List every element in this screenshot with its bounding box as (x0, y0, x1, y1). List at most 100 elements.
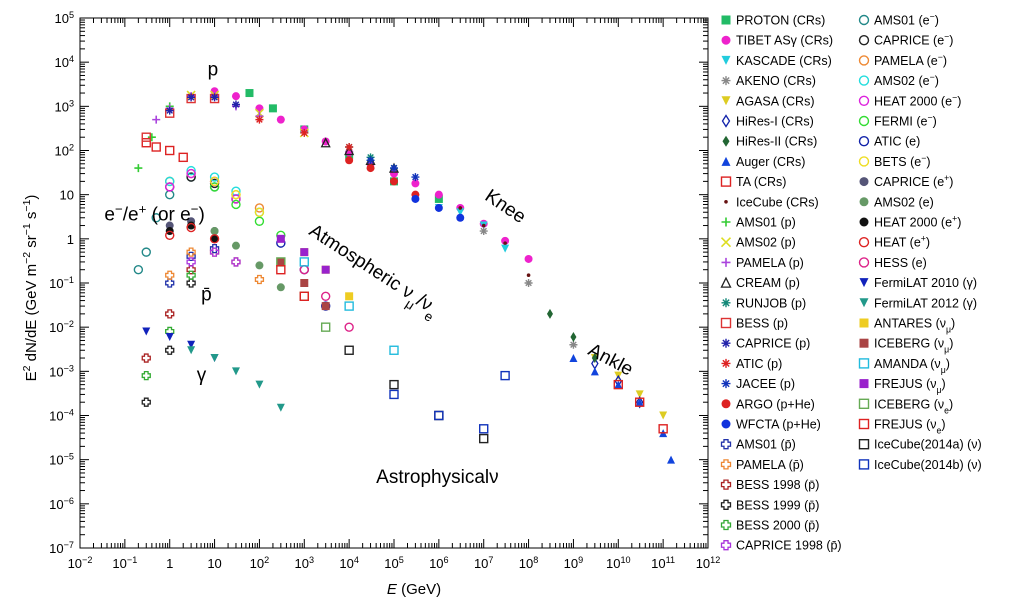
data-point (255, 261, 264, 270)
legend-entry: CAPRICE (e+) (859, 173, 953, 189)
data-point (178, 152, 188, 163)
data-point (526, 273, 531, 278)
data-point (165, 345, 175, 355)
legend-marker (859, 177, 869, 187)
y-tick-label: 104 (54, 54, 74, 70)
series-26 (186, 247, 241, 267)
data-point (501, 236, 510, 245)
series-38 (165, 222, 220, 244)
data-point (276, 257, 285, 266)
legend-entry: HiRes-II (CRs) (722, 135, 817, 149)
data-point (299, 291, 309, 301)
legend-entry: HEAT 2000 (e+) (859, 214, 961, 230)
data-point (434, 203, 443, 212)
legend-marker (859, 298, 869, 308)
data-point (434, 190, 443, 199)
data-point (141, 397, 151, 407)
legend-label: HEAT 2000 (e+) (874, 214, 961, 230)
data-point (634, 397, 645, 407)
data-point (210, 354, 219, 363)
legend-label: PAMELA (p) (736, 256, 804, 270)
legend-marker (858, 135, 870, 147)
legend-entry: PAMELA (p̄) (720, 458, 804, 472)
legend-marker (720, 317, 732, 329)
data-point (231, 194, 241, 204)
data-point (635, 398, 644, 407)
series-20 (411, 194, 465, 222)
legend-label: FermiLAT 2012 (γ) (874, 296, 977, 310)
data-point (300, 248, 309, 257)
legend-marker (720, 237, 732, 248)
axes-group: 10−2 10−1 1 10 102 103 104 105 106 107 108 109 1010 1… (49, 10, 720, 571)
legend-marker (721, 358, 731, 368)
x-tick-label: 104 (339, 555, 359, 571)
legend-marker (859, 318, 869, 328)
legend-marker (720, 519, 732, 531)
legend-marker (858, 398, 870, 409)
data-point (320, 291, 331, 301)
legend-entry: AMS02 (p) (720, 236, 796, 250)
data-point (524, 279, 533, 287)
x-tick-label: 10 (207, 556, 221, 571)
legend-label: CAPRICE 1998 (p̄) (736, 539, 842, 553)
annotation-label: e−/e+ (or e−) (104, 201, 204, 226)
legend-entry: BESS (p) (720, 317, 788, 331)
series-34 (209, 176, 265, 217)
legend-entry: AMS02 (e) (859, 195, 934, 209)
data-point (345, 292, 354, 301)
x-tick-label: 10−1 (112, 555, 137, 571)
legend-entry: KASCADE (CRs) (721, 54, 832, 68)
legend-marker (858, 115, 870, 127)
annotation-label: p̄ (201, 285, 212, 306)
data-point (479, 433, 489, 444)
legend-marker (858, 418, 870, 430)
data-point (186, 168, 196, 179)
legend-marker (858, 95, 870, 107)
data-point (503, 241, 507, 245)
data-point (434, 194, 443, 203)
data-point (151, 142, 161, 152)
data-point (321, 265, 330, 274)
y-tick-label: 102 (54, 143, 74, 159)
data-point (209, 172, 220, 182)
series-41 (187, 346, 285, 412)
data-point (320, 322, 331, 332)
data-point (186, 222, 196, 233)
data-point (321, 302, 330, 311)
data-point (390, 177, 398, 186)
legend-label: IceCube (CRs) (736, 195, 819, 209)
legend-marker (721, 76, 731, 86)
series-43 (276, 257, 330, 311)
data-point (479, 424, 489, 434)
data-point (141, 247, 151, 257)
data-point (187, 346, 196, 355)
legend-label: CAPRICE (e−) (874, 32, 953, 48)
data-point (255, 380, 264, 389)
legend-label: FREJUS (νe) (874, 418, 946, 436)
legend-entry: IceCube (CRs) (724, 195, 819, 209)
legend-marker (720, 439, 732, 450)
legend-marker (859, 338, 869, 348)
data-point (165, 270, 175, 280)
legend-label: KASCADE (CRs) (736, 54, 832, 68)
legend-entry: CREAM (p) (720, 276, 800, 290)
legend-marker (721, 399, 731, 409)
data-point (635, 395, 644, 409)
data-point (635, 390, 644, 399)
legend-entry: FermiLAT 2012 (γ) (859, 296, 977, 310)
data-point (209, 176, 220, 187)
y-tick-label: 10−1 (49, 275, 74, 291)
x-tick-label: 109 (564, 555, 584, 571)
legend-label: BESS 2000 (p̄) (736, 519, 819, 533)
data-point (390, 164, 398, 173)
legend-marker (858, 439, 870, 450)
data-point (186, 247, 196, 257)
y-tick-label: 10−3 (49, 363, 74, 379)
legend-label: ICEBERG (νμ) (874, 337, 953, 355)
legend-marker (858, 35, 870, 46)
legend-entry: JACEE (p) (721, 377, 795, 391)
data-point (254, 274, 265, 285)
y-tick-label: 10−4 (49, 408, 74, 424)
legend-marker (859, 379, 869, 389)
